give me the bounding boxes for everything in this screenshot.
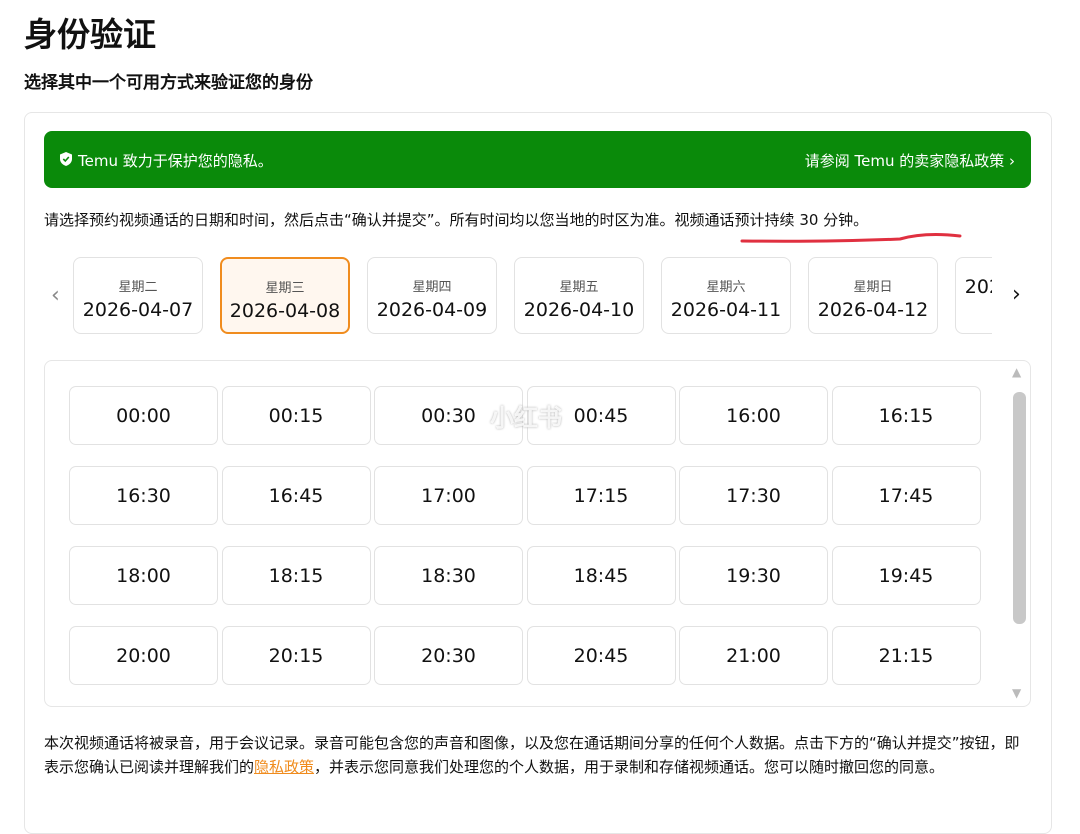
date-option[interactable]: 星期日 2026-04-12 (808, 257, 938, 334)
time-slot[interactable]: 20:45 (526, 626, 676, 685)
weekday: 星期二 (118, 280, 158, 295)
time-slot[interactable]: 18:00 (69, 546, 218, 605)
time-slot[interactable]: 16:45 (221, 466, 371, 525)
date-option[interactable]: 星期六 2026-04-11 (661, 257, 791, 334)
weekday: 星期日 (853, 280, 893, 295)
time-slot[interactable]: 20:00 (69, 626, 218, 685)
time-slot[interactable]: 00:45 (526, 386, 676, 445)
time-slot[interactable]: 20:15 (221, 626, 371, 685)
date: 2026-04-10 (523, 299, 635, 321)
time-slot[interactable]: 17:45 (831, 466, 981, 525)
date: 2026-04-11 (670, 299, 782, 321)
time-slot[interactable]: 17:15 (526, 466, 676, 525)
date-prev-arrow[interactable]: ‹ (51, 283, 60, 308)
date-option[interactable]: 星期四 2026-04-09 (367, 257, 497, 334)
instructions: 请选择预约视频通话的日期和时间，然后点击“确认并提交”。所有时间均以您当地的时区… (44, 209, 868, 230)
weekday: 星期三 (265, 281, 305, 296)
time-slot[interactable]: 18:15 (221, 546, 371, 605)
date: 2026-04-12 (817, 299, 929, 321)
time-slot[interactable]: 00:30 (374, 386, 523, 445)
weekday: 星期五 (559, 280, 599, 295)
time-slot[interactable]: 17:30 (679, 466, 828, 525)
weekday: 星期四 (412, 280, 452, 295)
date: 2026-04-09 (376, 299, 488, 321)
scroll-down-arrow[interactable]: ▼ (1012, 686, 1022, 700)
privacy-policy-link[interactable]: 隐私政策 (254, 758, 315, 776)
time-slot[interactable]: 16:30 (69, 466, 218, 525)
page-title: 身份验证 (24, 15, 156, 54)
page-subtitle: 选择其中一个可用方式来验证您的身份 (24, 73, 313, 93)
red-underline-annotation (740, 233, 962, 243)
date-option[interactable]: 星期五 2026-04-10 (514, 257, 644, 334)
privacy-banner-text: Temu 致力于保护您的隐私。 (78, 152, 273, 170)
instructions-text: 请选择预约视频通话的日期和时间，然后点击“确认并提交”。所有时间均以您当地的时区… (44, 211, 675, 229)
date-option[interactable]: 星期三 2026-04-08 (220, 257, 350, 334)
seller-privacy-policy-link[interactable]: 请参阅 Temu 的卖家隐私政策 › (805, 150, 1015, 171)
time-slot[interactable]: 16:15 (831, 386, 981, 445)
scrollbar-thumb[interactable] (1013, 392, 1026, 624)
recording-notice: 本次视频通话将被录音，用于会议记录。录音可能包含您的声音和图像，以及您在通话期间… (44, 731, 1034, 779)
notice-text-1: 本次视频通话将被录音，用于会议记录。录音可能包含您的声音和图像，以及您在通话期间… (44, 734, 1020, 776)
scroll-up-arrow[interactable]: ▲ (1012, 365, 1022, 379)
time-slot[interactable]: 21:00 (679, 626, 828, 685)
notice-text-2: ，并表示您同意我们处理您的个人数据，用于录制和存储视频通话。您可以随时撤回您的同… (314, 758, 945, 776)
date: 2026-04-13 (964, 276, 992, 298)
privacy-banner: Temu 致力于保护您的隐私。 请参阅 Temu 的卖家隐私政策 › (44, 131, 1031, 188)
date-option[interactable]: 星期二 2026-04-07 (73, 257, 203, 334)
time-slot[interactable]: 18:45 (526, 546, 676, 605)
date-option[interactable]: 2026-04-13 (955, 257, 992, 334)
time-slot[interactable]: 00:15 (221, 386, 371, 445)
seller-privacy-policy-label: 请参阅 Temu 的卖家隐私政策 (804, 152, 1005, 170)
time-slot[interactable]: 19:30 (679, 546, 828, 605)
time-slot[interactable]: 17:00 (374, 466, 523, 525)
time-slot[interactable]: 20:30 (374, 626, 523, 685)
time-slot-grid: 21:15 21:00 20:45 20:30 20:15 20:00 19:45 19:30… (44, 360, 1031, 707)
time-slot[interactable]: 16:00 (679, 386, 828, 445)
time-slot[interactable]: 00:00 (69, 386, 218, 445)
date: 2026-04-07 (82, 299, 194, 321)
duration-note: 视频通话预计持续 30 分钟。 (674, 211, 869, 229)
time-slot[interactable]: 19:45 (831, 546, 981, 605)
date: 2026-04-08 (229, 300, 341, 322)
time-slot[interactable]: 18:30 (374, 546, 523, 605)
chevron-right-icon: › (1009, 152, 1015, 170)
time-slot[interactable]: 21:15 (831, 626, 981, 685)
weekday: 星期六 (706, 280, 746, 295)
shield-check-icon (60, 151, 72, 170)
date-carousel: 星期二 2026-04-07 星期三 2026-04-08 星期四 2026-04-09 星… (73, 257, 992, 337)
date-next-arrow[interactable]: › (1012, 282, 1021, 307)
watermark: 小红书 (490, 404, 562, 432)
